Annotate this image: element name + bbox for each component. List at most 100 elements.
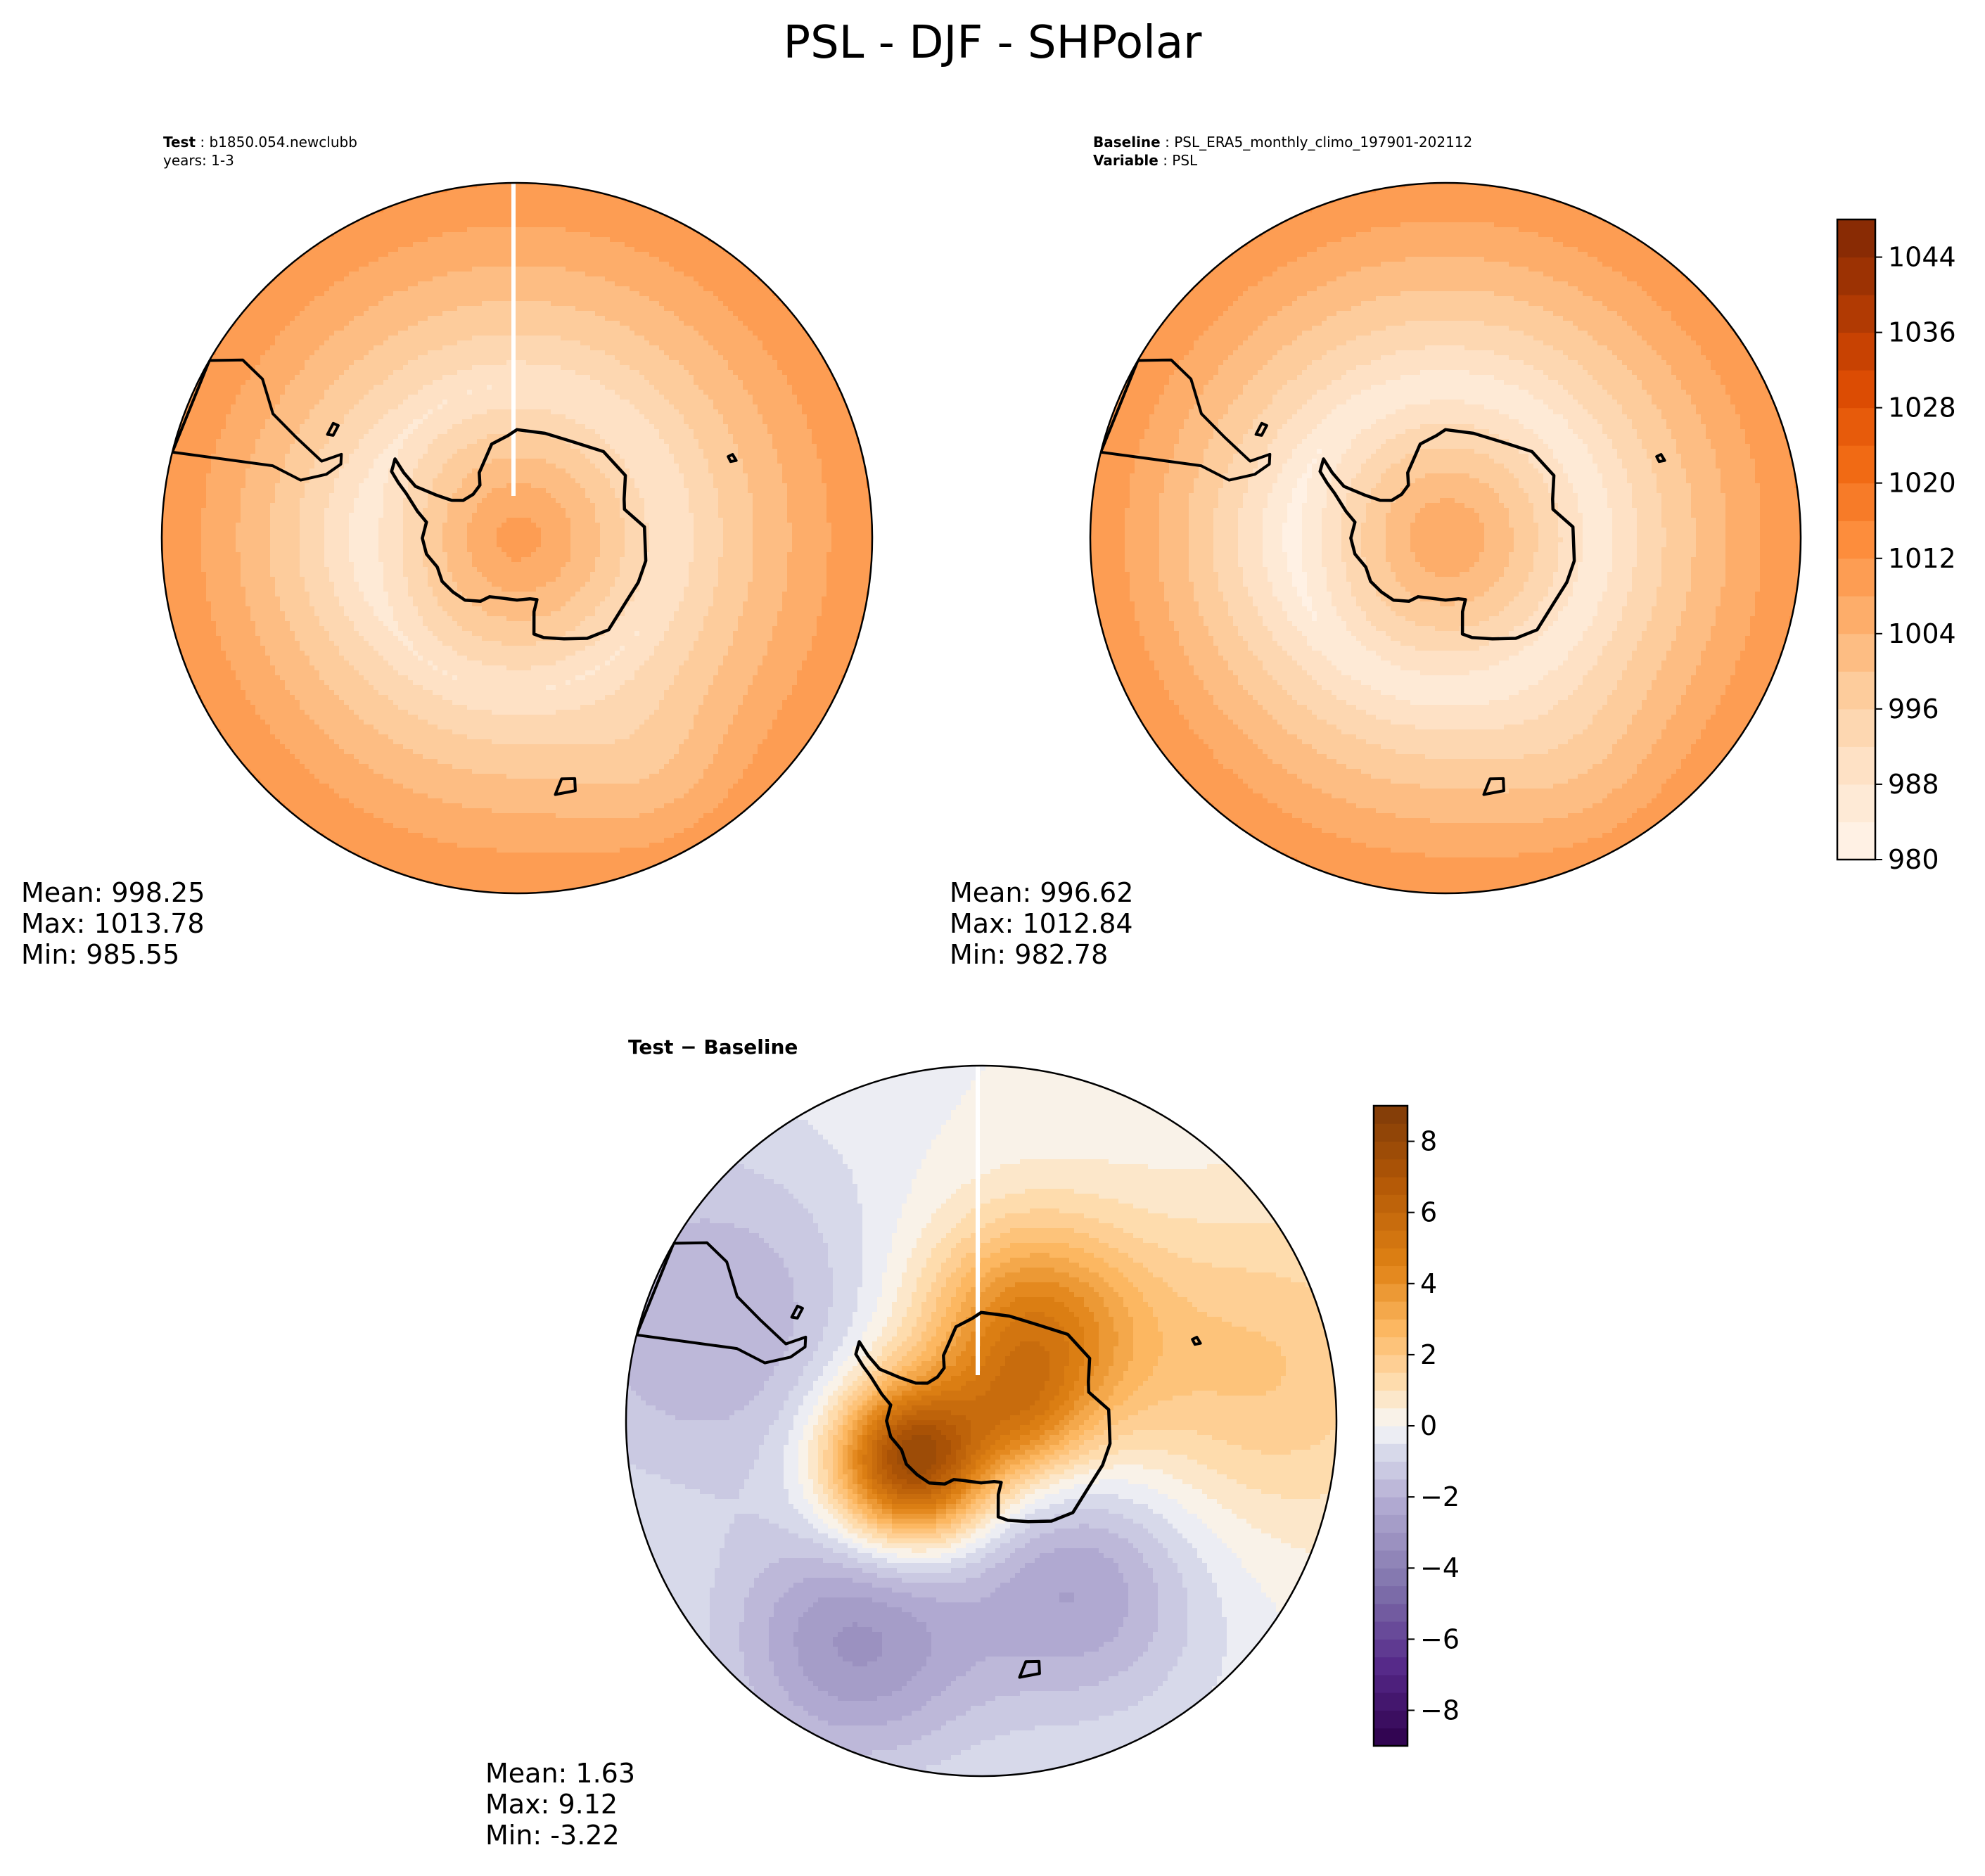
map-cell	[309, 365, 315, 371]
map-cell	[467, 291, 473, 297]
map-cell	[634, 222, 640, 228]
map-cell	[467, 370, 473, 376]
map-cell	[753, 331, 758, 336]
map-cell	[570, 404, 576, 410]
map-cell	[570, 380, 576, 385]
map-cell	[393, 222, 399, 228]
map-cell	[807, 390, 812, 395]
map-cell	[748, 395, 753, 400]
map-cell	[447, 409, 453, 415]
map-cell	[822, 370, 827, 376]
map-cell	[536, 360, 542, 366]
map-cell	[615, 222, 620, 228]
map-cell	[319, 306, 325, 312]
map-cell	[506, 400, 512, 405]
map-cell	[674, 291, 679, 297]
map-cell	[314, 414, 320, 420]
map-cell	[378, 212, 384, 218]
map-cell	[295, 326, 300, 331]
map-cell	[590, 311, 596, 317]
map-cell	[305, 291, 310, 297]
map-cell	[319, 380, 325, 385]
map-cell	[723, 365, 729, 371]
map-cell	[433, 222, 438, 228]
map-cell	[536, 316, 542, 321]
map-cell	[482, 267, 487, 272]
map-cell	[388, 404, 394, 410]
map-cell	[753, 360, 758, 366]
map-cell	[659, 227, 665, 233]
map-cell	[649, 360, 655, 366]
map-cell	[354, 355, 359, 361]
map-cell	[423, 237, 428, 243]
map-cell	[447, 336, 453, 341]
map-cell	[452, 414, 458, 420]
map-cell	[236, 375, 241, 381]
map-cell	[245, 380, 251, 385]
map-cell	[516, 409, 522, 415]
map-cell	[457, 375, 463, 381]
map-cell	[654, 316, 660, 321]
map-cell	[398, 404, 404, 410]
map-cell	[723, 311, 729, 317]
map-cell	[226, 370, 231, 376]
map-cell	[664, 286, 670, 292]
map-cell	[354, 272, 359, 277]
map-cell	[280, 404, 286, 410]
map-cell	[472, 257, 478, 262]
map-cell	[639, 345, 645, 351]
map-cell	[497, 385, 502, 390]
map-cell	[600, 375, 606, 381]
map-cell	[531, 395, 537, 400]
map-cell	[403, 414, 409, 420]
map-cell	[708, 360, 714, 366]
map-cell	[413, 203, 419, 208]
map-cell	[787, 316, 793, 321]
map-cell	[339, 306, 345, 312]
map-cell	[758, 296, 763, 302]
map-cell	[442, 267, 448, 272]
map-cell	[743, 331, 748, 336]
map-cell	[521, 400, 527, 405]
map-cell	[467, 355, 473, 361]
map-cell	[615, 217, 620, 223]
map-cell	[753, 395, 758, 400]
map-cell	[231, 385, 236, 390]
map-cell	[595, 291, 601, 297]
map-cell	[482, 217, 487, 223]
map-cell	[334, 311, 340, 317]
map-cell	[502, 262, 507, 267]
map-cell	[566, 252, 571, 257]
map-cell	[822, 404, 827, 410]
map-cell	[551, 370, 556, 376]
map-cell	[738, 355, 743, 361]
map-cell	[625, 272, 630, 277]
map-cell	[442, 404, 448, 410]
map-cell	[334, 316, 340, 321]
map-cell	[482, 400, 487, 405]
map-cell	[506, 267, 512, 272]
map-cell	[521, 203, 527, 208]
map-cell	[413, 247, 419, 253]
map-cell	[531, 316, 537, 321]
map-cell	[482, 291, 487, 297]
map-cell	[723, 257, 729, 262]
map-cell	[295, 286, 300, 292]
map-cell	[467, 212, 473, 218]
map-cell	[580, 380, 586, 385]
map-cell	[551, 247, 556, 253]
map-cell	[659, 311, 665, 317]
map-cell	[536, 208, 542, 213]
map-cell	[255, 365, 261, 371]
map-cell	[516, 237, 522, 243]
map-cell	[497, 306, 502, 312]
map-cell	[743, 360, 748, 366]
map-cell	[502, 232, 507, 238]
map-cell	[703, 360, 709, 366]
map-cell	[767, 409, 773, 415]
map-cell	[580, 272, 586, 277]
map-cell	[812, 355, 817, 361]
map-cell	[265, 296, 271, 302]
map-cell	[487, 237, 492, 243]
map-cell	[758, 380, 763, 385]
